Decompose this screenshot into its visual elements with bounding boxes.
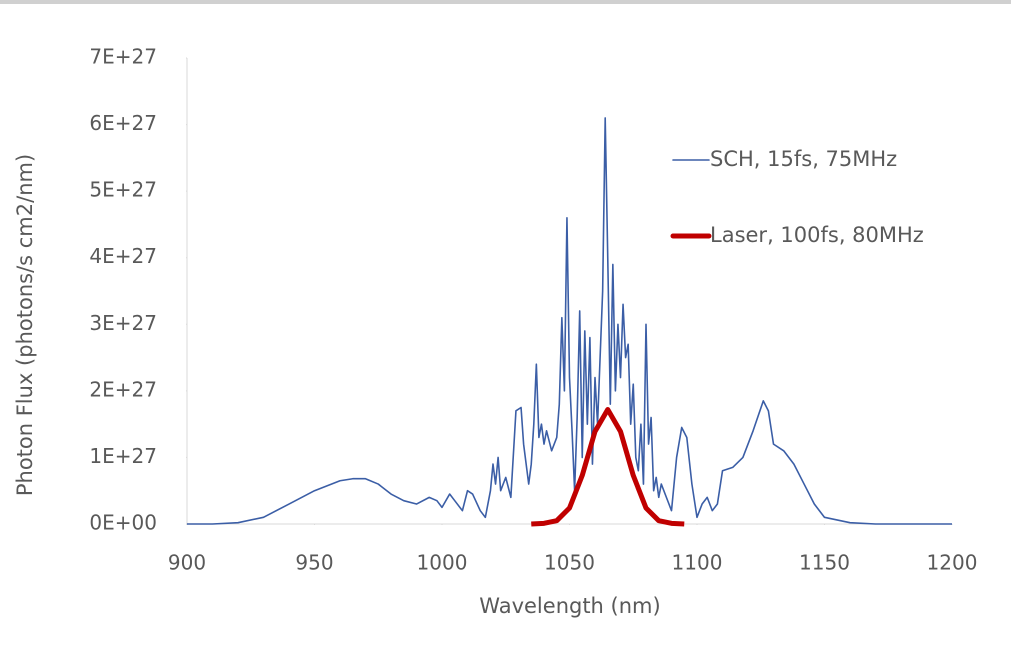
y-tick-label: 0E+00	[89, 511, 157, 535]
x-tick-label: 1050	[544, 551, 595, 575]
x-tick-label: 1100	[672, 551, 723, 575]
y-tick-label: 4E+27	[89, 244, 157, 268]
x-tick-label: 1150	[799, 551, 850, 575]
x-tick-label: 1000	[417, 551, 468, 575]
legend-label: Laser, 100fs, 80MHz	[710, 223, 924, 247]
x-tick-label: 950	[295, 551, 333, 575]
y-tick-label: 3E+27	[89, 311, 157, 335]
series-line	[187, 117, 952, 525]
x-tick-label: 1200	[927, 551, 978, 575]
legend-label: SCH, 15fs, 75MHz	[710, 147, 897, 171]
y-tick-label: 6E+27	[89, 111, 157, 135]
x-tick-label: 900	[168, 551, 206, 575]
y-tick-label: 1E+27	[89, 444, 157, 468]
top-border	[0, 0, 1011, 4]
y-axis-title: Photon Flux (photons/s cm2/nm)	[13, 154, 37, 496]
y-tick-label: 2E+27	[89, 377, 157, 401]
series-line	[531, 407, 685, 527]
y-tick-label: 7E+27	[89, 45, 157, 69]
x-axis-title: Wavelength (nm)	[479, 594, 660, 618]
y-tick-label: 5E+27	[89, 178, 157, 202]
